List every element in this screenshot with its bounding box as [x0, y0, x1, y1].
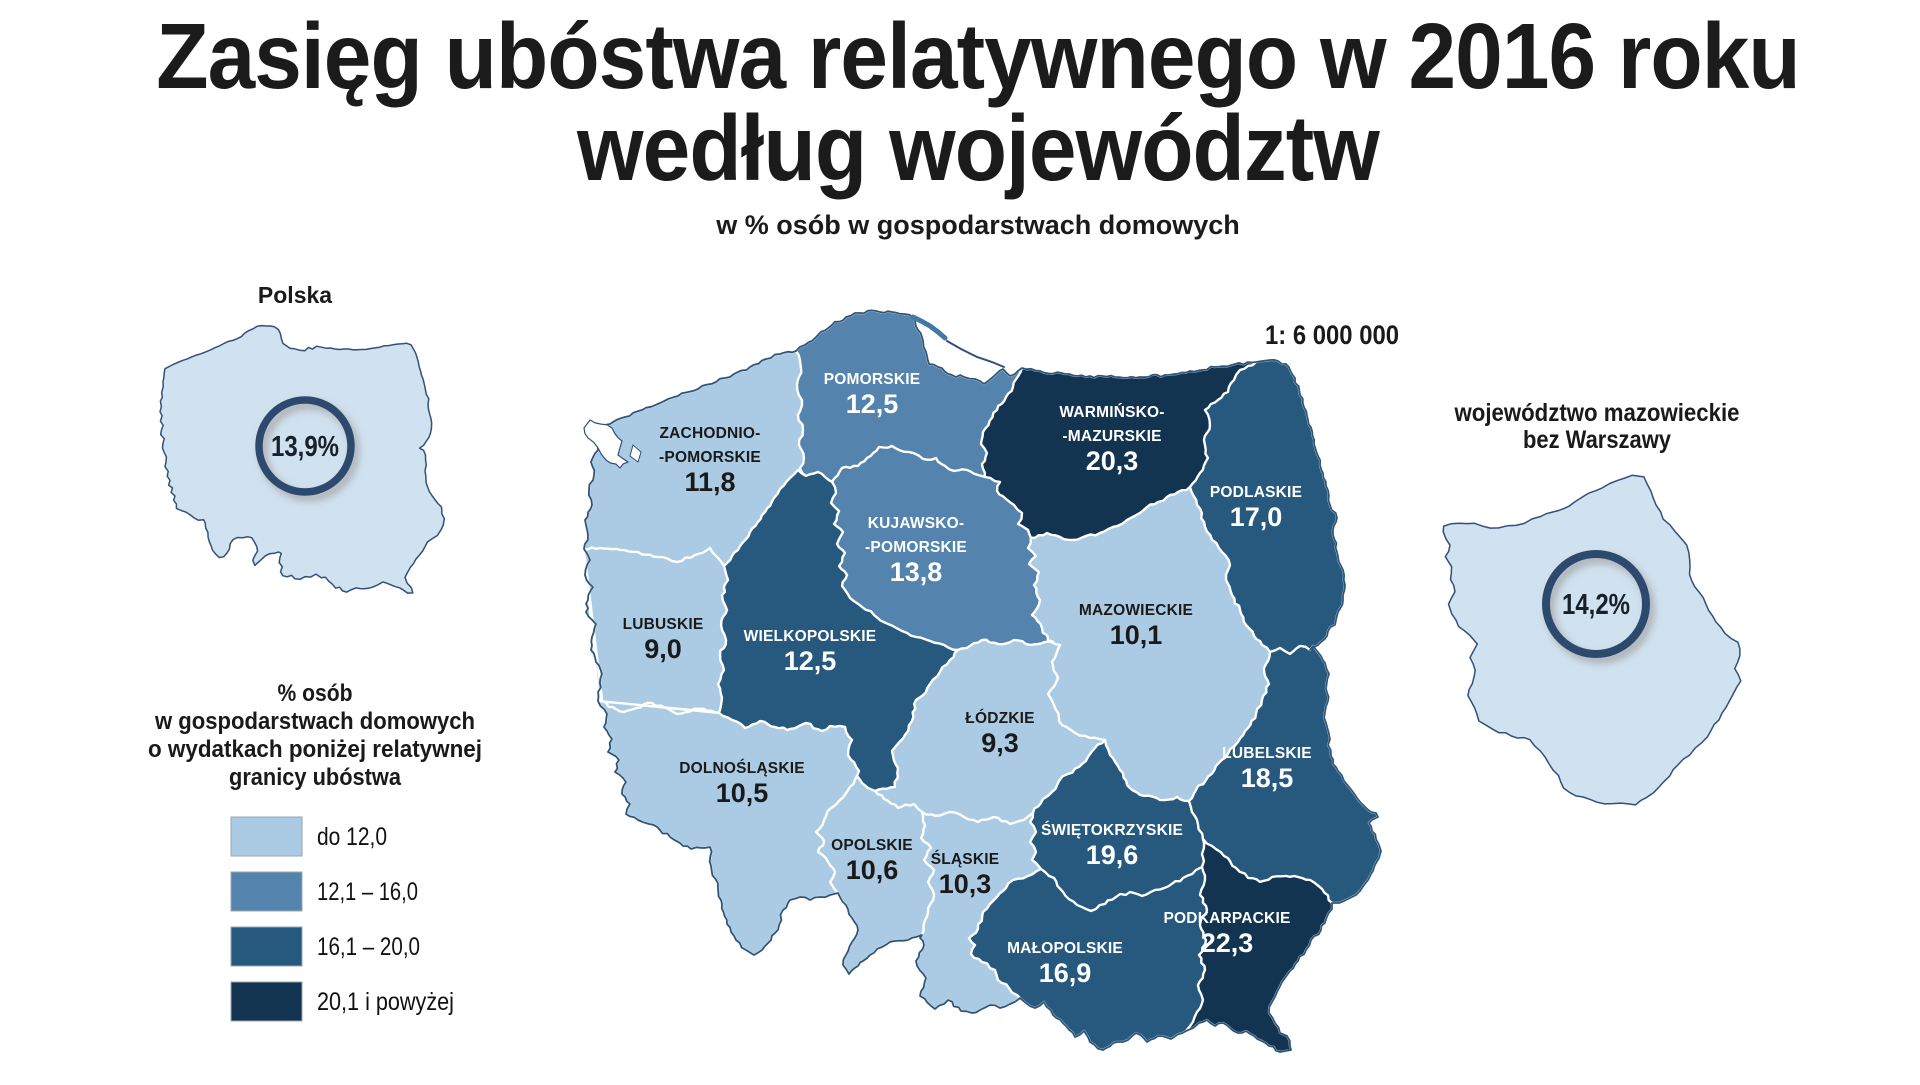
svg-text:14,2%: 14,2% [1562, 589, 1630, 621]
svg-text:do 12,0: do 12,0 [317, 823, 387, 851]
svg-text:granicy ubóstwa: granicy ubóstwa [229, 764, 402, 791]
svg-text:10,5: 10,5 [716, 778, 769, 808]
svg-text:KUJAWSKO-: KUJAWSKO- [868, 515, 965, 532]
svg-text:DOLNOŚLĄSKIE: DOLNOŚLĄSKIE [679, 759, 805, 777]
svg-text:12,5: 12,5 [846, 389, 899, 419]
svg-text:9,0: 9,0 [644, 634, 682, 664]
svg-text:ŚWIĘTOKRZYSKIE: ŚWIĘTOKRZYSKIE [1041, 821, 1183, 839]
svg-text:MAZOWIECKIE: MAZOWIECKIE [1079, 602, 1193, 619]
svg-text:LUBELSKIE: LUBELSKIE [1222, 745, 1312, 762]
svg-text:11,8: 11,8 [684, 467, 735, 497]
svg-text:PODLASKIE: PODLASKIE [1210, 484, 1302, 501]
svg-text:-POMORSKIE: -POMORSKIE [659, 449, 761, 466]
svg-text:POMORSKIE: POMORSKIE [824, 371, 921, 388]
svg-text:19,6: 19,6 [1086, 840, 1139, 870]
svg-text:ŁÓDZKIE: ŁÓDZKIE [965, 709, 1034, 727]
svg-text:OPOLSKIE: OPOLSKIE [831, 837, 913, 854]
svg-text:LUBUSKIE: LUBUSKIE [623, 616, 704, 633]
svg-text:22,3: 22,3 [1201, 928, 1254, 958]
svg-text:1: 6 000 000: 1: 6 000 000 [1265, 320, 1399, 350]
svg-text:12,5: 12,5 [784, 646, 837, 676]
svg-text:10,6: 10,6 [846, 855, 899, 885]
svg-text:10,3: 10,3 [939, 869, 992, 899]
svg-text:17,0: 17,0 [1230, 502, 1283, 532]
svg-text:20,1 i powyżej: 20,1 i powyżej [317, 988, 454, 1016]
svg-text:-POMORSKIE: -POMORSKIE [865, 539, 967, 556]
svg-text:10,1: 10,1 [1110, 620, 1163, 650]
svg-text:18,5: 18,5 [1241, 763, 1294, 793]
svg-text:województwo mazowieckie: województwo mazowieckie [1454, 399, 1740, 427]
svg-text:o wydatkach poniżej relatywnej: o wydatkach poniżej relatywnej [148, 736, 482, 763]
svg-text:13,8: 13,8 [890, 557, 943, 587]
svg-text:-MAZURSKIE: -MAZURSKIE [1062, 428, 1161, 445]
svg-text:ŚLĄSKIE: ŚLĄSKIE [931, 850, 1000, 868]
svg-text:16,1 – 20,0: 16,1 – 20,0 [317, 933, 420, 961]
svg-text:WIELKOPOLSKIE: WIELKOPOLSKIE [744, 628, 877, 645]
svg-text:PODKARPACKIE: PODKARPACKIE [1164, 910, 1291, 927]
svg-text:ZACHODNIO-: ZACHODNIO- [659, 425, 760, 442]
svg-text:MAŁOPOLSKIE: MAŁOPOLSKIE [1007, 940, 1123, 957]
svg-text:9,3: 9,3 [981, 728, 1019, 758]
svg-text:% osób: % osób [278, 680, 353, 707]
svg-text:20,3: 20,3 [1086, 446, 1139, 476]
svg-text:13,9%: 13,9% [271, 431, 339, 463]
svg-text:bez Warszawy: bez Warszawy [1523, 426, 1671, 454]
svg-text:Polska: Polska [258, 282, 332, 308]
svg-text:WARMIŃSKO-: WARMIŃSKO- [1059, 404, 1164, 421]
svg-text:12,1 – 16,0: 12,1 – 16,0 [317, 878, 418, 906]
svg-text:16,9: 16,9 [1039, 958, 1092, 988]
svg-text:w gospodarstwach domowych: w gospodarstwach domowych [154, 708, 475, 735]
